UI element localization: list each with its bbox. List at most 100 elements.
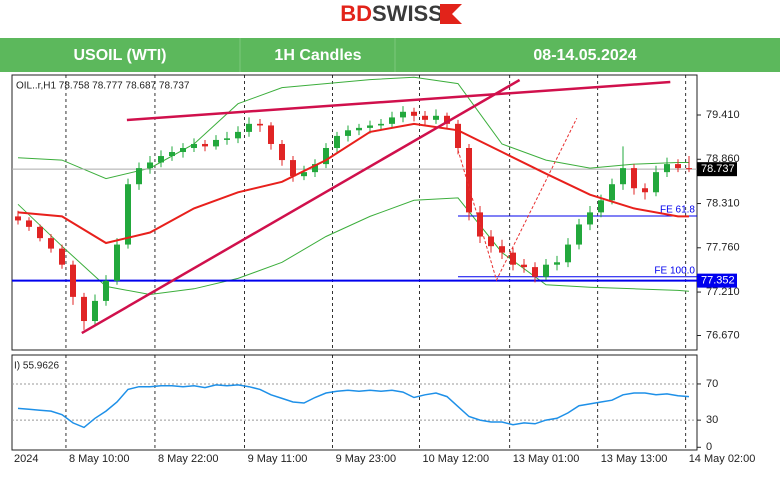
- candle-body: [125, 184, 131, 245]
- y-tick-label: 79.410: [706, 109, 740, 121]
- candle-body: [455, 123, 461, 148]
- candle-body: [202, 143, 208, 147]
- x-tick-label: 9 May 11:00: [248, 453, 308, 465]
- logo-swiss: SWISS: [372, 1, 443, 26]
- candle-body: [334, 135, 340, 148]
- main-panel: [11, 74, 698, 351]
- candle-body: [235, 131, 241, 139]
- support-label: 77.352: [701, 275, 735, 287]
- candle-body: [543, 264, 549, 277]
- candle-body: [169, 152, 175, 157]
- fib-path: [457, 117, 578, 282]
- x-tick-label: 8 May 22:00: [158, 453, 219, 465]
- fe-label: FE 61.8: [660, 205, 695, 216]
- candle-body: [59, 248, 65, 265]
- candle-body: [26, 220, 32, 227]
- candle-body: [180, 147, 186, 153]
- y-tick-label: 30: [706, 414, 718, 426]
- trendline: [126, 80, 671, 122]
- candle-body: [587, 212, 593, 225]
- candle-body: [48, 238, 54, 249]
- y-tick-label: 0: [706, 441, 712, 453]
- x-tick-label: 10 May 12:00: [423, 453, 490, 465]
- y-tick-label: 77.760: [706, 242, 740, 254]
- candle-body: [279, 143, 285, 161]
- trendline: [81, 78, 521, 335]
- candle-body: [191, 143, 197, 148]
- candle-body: [114, 244, 120, 281]
- candle-body: [620, 168, 626, 185]
- candle-body: [554, 262, 560, 265]
- candle-body: [356, 127, 362, 131]
- rsi-panel: [11, 354, 698, 451]
- fe-label: FE 100.0: [654, 265, 695, 276]
- candle-body: [378, 123, 384, 126]
- candle-body: [576, 224, 582, 245]
- header-cell: 08-14.05.2024: [533, 47, 636, 64]
- candle-body: [367, 125, 373, 128]
- candle-body: [15, 216, 21, 221]
- candle-body: [565, 244, 571, 263]
- y-tick-label: 76.670: [706, 329, 740, 341]
- candle-body: [147, 162, 153, 169]
- info-label: OIL..r,H1 78.758 78.777 78.687 78.737: [16, 81, 190, 92]
- candle-body: [411, 111, 417, 116]
- candle-body: [466, 147, 472, 213]
- candle-body: [345, 130, 351, 136]
- candle-body: [675, 164, 681, 169]
- moving-average: [17, 122, 689, 245]
- candle-body: [323, 147, 329, 165]
- candle-body: [224, 138, 230, 140]
- candle-body: [301, 172, 307, 177]
- candle-body: [103, 280, 109, 301]
- candle-body: [158, 156, 164, 163]
- candle-body: [70, 264, 76, 297]
- x-tick-label: 14 May 02:00: [689, 453, 756, 465]
- band-lower: [17, 197, 690, 296]
- logo-bd: BD: [340, 1, 372, 26]
- x-tick-label: 13 May 13:00: [601, 453, 668, 465]
- rsi-label: I) 55.9626: [14, 361, 59, 372]
- header-cell: USOIL (WTI): [73, 47, 166, 64]
- candle-body: [81, 296, 87, 322]
- last-price-label: 78.737: [701, 163, 735, 175]
- support-box: [697, 273, 737, 288]
- last-price-box: [697, 162, 737, 177]
- candle-body: [92, 300, 98, 322]
- rsi-line: [17, 384, 690, 429]
- candle-body: [312, 164, 318, 173]
- candle-body: [213, 139, 219, 147]
- candle-body: [422, 115, 428, 120]
- candle-body: [642, 188, 648, 193]
- candle-body: [268, 125, 274, 144]
- candle-body: [598, 200, 604, 213]
- candle-body: [433, 115, 439, 120]
- candle-body: [631, 168, 637, 189]
- candle-body: [444, 115, 450, 124]
- candle-body: [653, 172, 659, 193]
- candle-body: [521, 264, 527, 268]
- candle-body: [136, 168, 142, 185]
- band-upper: [17, 76, 689, 180]
- candle-body: [257, 123, 263, 126]
- candle-body: [510, 252, 516, 265]
- candle-body: [532, 267, 538, 277]
- x-tick-label: 8 May 10:00: [69, 453, 130, 465]
- logo-flag: [440, 4, 462, 24]
- x-tick-label: 13 May 01:00: [513, 453, 580, 465]
- x-tick-label: 9 May 23:00: [336, 453, 397, 465]
- candle-body: [290, 160, 296, 177]
- candle-body: [389, 117, 395, 124]
- candle-body: [488, 236, 494, 247]
- header-bar: [0, 38, 780, 72]
- candle-body: [400, 111, 406, 118]
- x-tick-label: 2024: [14, 453, 38, 465]
- candle-body: [499, 246, 505, 253]
- y-tick-label: 77.210: [706, 286, 740, 298]
- candle-body: [246, 123, 252, 132]
- y-tick-label: 78.310: [706, 197, 740, 209]
- header-cell: 1H Candles: [274, 47, 361, 64]
- candle-body: [37, 226, 43, 239]
